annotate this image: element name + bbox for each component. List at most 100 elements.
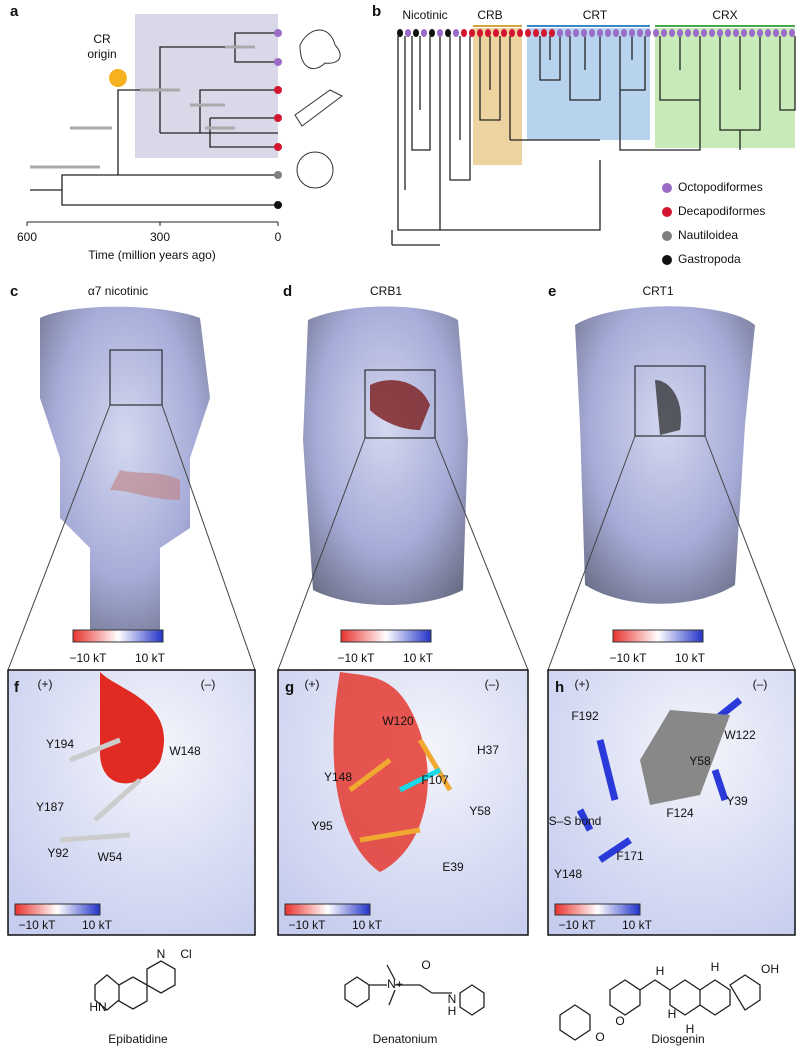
atom-label: H xyxy=(711,960,720,974)
sign: (+) xyxy=(38,677,53,691)
sign: (–) xyxy=(201,677,216,691)
scale-label: 10 kT xyxy=(622,918,653,932)
scale-label: 10 kT xyxy=(403,651,434,665)
scale-label: −10 kT xyxy=(337,651,375,665)
tip xyxy=(405,29,411,37)
tip xyxy=(605,29,611,37)
tip xyxy=(661,29,667,37)
clade-label: CRX xyxy=(712,8,737,22)
sign: (+) xyxy=(575,677,590,691)
tip xyxy=(717,29,723,37)
panel-label: a xyxy=(10,3,19,20)
scale-label: −10 kT xyxy=(69,651,107,665)
tick-label: 300 xyxy=(150,230,170,244)
tip xyxy=(581,29,587,37)
residue-label: Y148 xyxy=(324,770,352,784)
residue-label: Y194 xyxy=(46,737,74,751)
tip xyxy=(429,29,435,37)
legend-marker xyxy=(662,207,672,217)
panel-label: c xyxy=(10,283,18,300)
color-bar xyxy=(340,629,432,643)
color-bar xyxy=(612,629,704,643)
tip xyxy=(677,29,683,37)
tip xyxy=(453,29,459,37)
tip xyxy=(725,29,731,37)
tip xyxy=(613,29,619,37)
atom-label: N xyxy=(157,947,166,961)
tip xyxy=(517,29,523,37)
legend-label: Gastropoda xyxy=(678,252,741,266)
panel-label: h xyxy=(555,679,564,696)
atom-label: H xyxy=(668,1007,677,1021)
residue-label: F171 xyxy=(616,849,644,863)
atom-label: O xyxy=(595,1030,604,1044)
residue-label: Y187 xyxy=(36,800,64,814)
tip xyxy=(557,29,563,37)
panel-a xyxy=(26,14,343,226)
legend-label: Decapodiformes xyxy=(678,204,765,218)
tip xyxy=(509,29,515,37)
panel-label: d xyxy=(283,283,292,300)
residue-label: Y92 xyxy=(47,846,69,860)
residue-label: F124 xyxy=(666,806,694,820)
tip xyxy=(773,29,779,37)
shade xyxy=(135,14,278,158)
panel-label: b xyxy=(372,3,381,20)
clade-label: CRB xyxy=(477,8,502,22)
atom-label: H xyxy=(686,1022,695,1036)
panel-title: α7 nicotinic xyxy=(88,284,148,298)
scale-label: 10 kT xyxy=(675,651,706,665)
tick-label: 0 xyxy=(275,230,282,244)
tip xyxy=(461,29,467,37)
legend-marker xyxy=(662,183,672,193)
residue-label: Y58 xyxy=(689,754,711,768)
panel-label: g xyxy=(285,679,294,696)
zooms xyxy=(7,669,796,936)
residue-label: Y39 xyxy=(726,794,748,808)
tip xyxy=(565,29,571,37)
tip xyxy=(629,29,635,37)
tip xyxy=(501,29,507,37)
tip xyxy=(741,29,747,37)
origin-dot xyxy=(109,69,127,87)
color-bar xyxy=(284,903,371,916)
tips xyxy=(274,29,282,209)
annotation: origin xyxy=(87,47,116,61)
axis-title: Time (million years ago) xyxy=(88,248,216,262)
tip xyxy=(541,29,547,37)
tip xyxy=(621,29,627,37)
tip xyxy=(693,29,699,37)
molecule-name: Denatonium xyxy=(373,1032,438,1046)
tip xyxy=(637,29,643,37)
tip xyxy=(437,29,443,37)
residue-label: Y148 xyxy=(554,867,582,881)
tip xyxy=(421,29,427,37)
tip xyxy=(477,29,483,37)
legend-marker xyxy=(662,231,672,241)
residue-label: F192 xyxy=(571,709,599,723)
atom-label: OH xyxy=(761,962,779,976)
color-bar xyxy=(554,903,641,916)
tip xyxy=(781,29,787,37)
atom-label: O xyxy=(421,958,430,972)
clade-label: CRT xyxy=(583,8,608,22)
scale-label: −10 kT xyxy=(288,918,326,932)
annotation: CR xyxy=(93,32,111,46)
residue-label: Y95 xyxy=(311,819,333,833)
tip xyxy=(701,29,707,37)
tip xyxy=(669,29,675,37)
residue-label: W122 xyxy=(724,728,756,742)
scale-label: −10 kT xyxy=(609,651,647,665)
residue-label: W54 xyxy=(98,850,123,864)
scale-label: 10 kT xyxy=(352,918,383,932)
panel-label: e xyxy=(548,283,556,300)
scale-label: 10 kT xyxy=(135,651,166,665)
sign: (+) xyxy=(305,677,320,691)
panel-title: CRB1 xyxy=(370,284,402,298)
atom-label: N+ xyxy=(387,977,403,991)
residue-label: H37 xyxy=(477,743,499,757)
panel-title: CRT1 xyxy=(642,284,673,298)
scale-label: −10 kT xyxy=(558,918,596,932)
tip xyxy=(413,29,419,37)
tip xyxy=(653,29,659,37)
